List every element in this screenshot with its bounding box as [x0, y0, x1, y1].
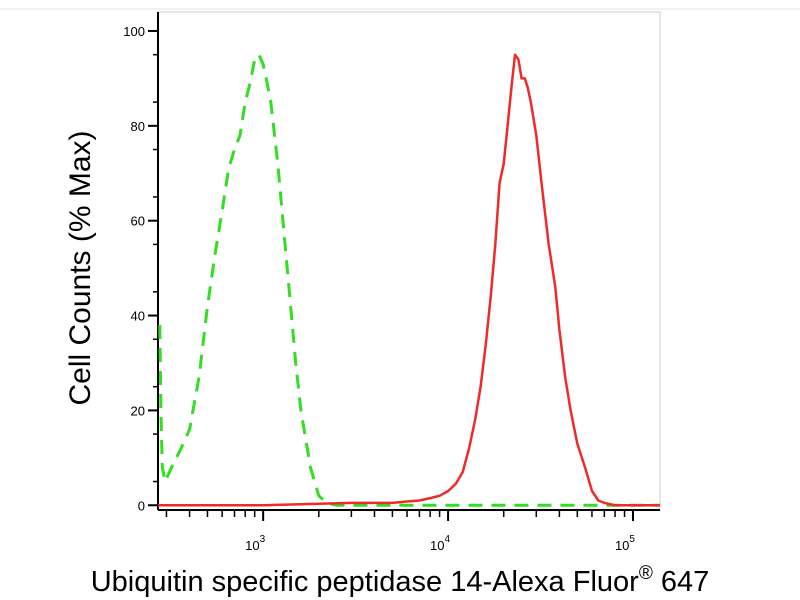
series-layer	[158, 53, 660, 507]
plot-frame	[157, 11, 661, 511]
y-tick-label: 80	[131, 119, 145, 134]
x-axis-title-main: Ubiquitin specific peptidase 14-Alexa Fl…	[91, 566, 639, 598]
x-tick-label: 104	[430, 534, 450, 553]
x-tick-label-base: 10	[245, 538, 259, 553]
x-axis-ticks: 103 104 105	[165, 510, 635, 553]
y-axis-ticks: 0 20 40 60 80 100	[123, 24, 158, 513]
x-tick-label-base: 10	[430, 538, 444, 553]
y-axis-title: Cell Counts (% Max)	[64, 130, 97, 405]
x-tick-label-exponent: 4	[445, 534, 451, 545]
y-tick-label: 100	[123, 24, 145, 39]
y-tick-label: 20	[131, 403, 145, 418]
x-tick-label-exponent: 5	[629, 534, 635, 545]
x-axis-title-tail: 647	[653, 566, 709, 598]
x-axis-title-registered-mark: ®	[639, 563, 653, 584]
y-tick-label: 60	[131, 214, 145, 229]
control-dashed-series-line	[158, 53, 660, 507]
x-axis-title: Ubiquitin specific peptidase 14-Alexa Fl…	[91, 563, 710, 598]
y-tick-label: 0	[138, 498, 145, 513]
x-tick-label-exponent: 3	[260, 534, 266, 545]
sample-solid-series-line	[158, 53, 660, 507]
x-tick-label: 105	[615, 534, 635, 553]
x-tick-label: 103	[245, 534, 265, 553]
y-tick-label: 40	[131, 309, 145, 324]
x-tick-label-base: 10	[615, 538, 629, 553]
